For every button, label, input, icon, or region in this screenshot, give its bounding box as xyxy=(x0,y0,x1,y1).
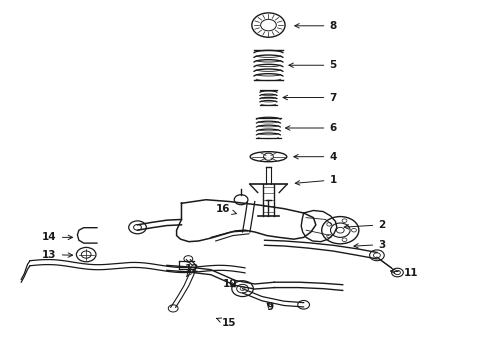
Text: 13: 13 xyxy=(42,249,73,260)
Text: 8: 8 xyxy=(295,21,337,31)
Text: 2: 2 xyxy=(344,220,386,230)
Text: 5: 5 xyxy=(289,60,337,70)
Text: 11: 11 xyxy=(391,267,418,278)
Text: 12: 12 xyxy=(185,264,199,277)
Ellipse shape xyxy=(250,152,287,162)
Text: 4: 4 xyxy=(294,152,337,162)
Text: 15: 15 xyxy=(217,318,237,328)
Text: 9: 9 xyxy=(267,302,274,312)
Text: 1: 1 xyxy=(295,175,337,185)
Text: 3: 3 xyxy=(354,239,386,249)
Text: 6: 6 xyxy=(286,123,337,133)
Text: 7: 7 xyxy=(283,93,337,103)
Text: 16: 16 xyxy=(216,204,237,215)
Text: 10: 10 xyxy=(223,279,238,289)
Text: 14: 14 xyxy=(42,232,73,242)
